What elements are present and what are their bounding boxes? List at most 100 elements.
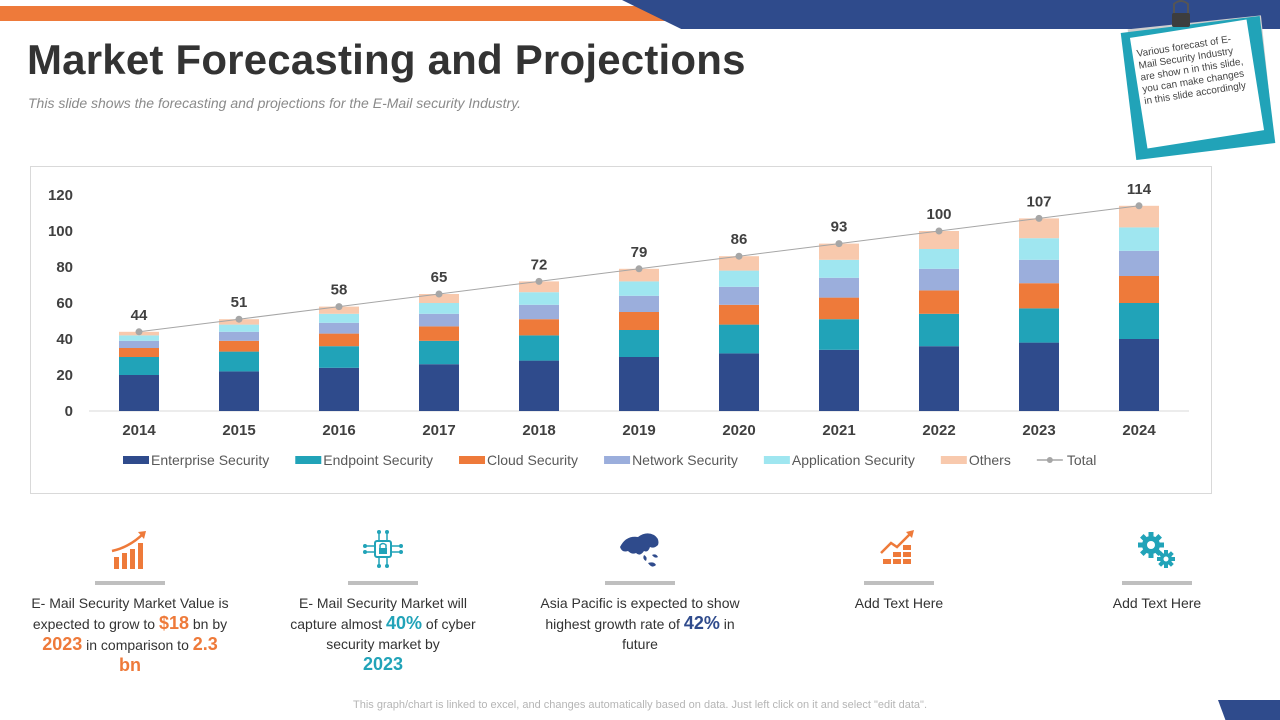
bar-segment[interactable] [919, 231, 959, 249]
info-text-placeholder-1[interactable]: Add Text Here [854, 595, 944, 611]
bar-segment[interactable] [819, 297, 859, 320]
total-point[interactable] [135, 328, 143, 336]
x-tick-label: 2020 [722, 422, 755, 439]
total-point[interactable] [1035, 214, 1043, 222]
total-data-label: 107 [1026, 193, 1051, 210]
bar-segment[interactable] [719, 304, 759, 325]
bar-segment[interactable] [919, 346, 959, 411]
legend-swatch [123, 456, 149, 464]
bar-segment[interactable] [519, 335, 559, 361]
total-point[interactable] [235, 315, 243, 323]
legend-swatch [763, 456, 790, 464]
bar-segment[interactable] [1019, 283, 1059, 309]
bar-segment[interactable] [519, 304, 559, 320]
bar-segment[interactable] [419, 303, 459, 314]
total-data-label: 79 [631, 244, 648, 261]
total-data-label: 44 [131, 307, 148, 324]
bar-segment[interactable] [1119, 205, 1159, 228]
bar-segment[interactable] [619, 281, 659, 296]
total-point[interactable] [335, 303, 343, 311]
bar-segment[interactable] [619, 295, 659, 312]
bar-segment[interactable] [319, 346, 359, 368]
bar-segment[interactable] [519, 360, 559, 411]
bar-segment[interactable] [1019, 259, 1059, 284]
bar-segment[interactable] [619, 357, 659, 411]
header-orange-band [0, 6, 680, 21]
total-point[interactable] [835, 240, 843, 248]
bar-segment[interactable] [419, 313, 459, 327]
bar-segment[interactable] [219, 331, 259, 341]
bar-segment[interactable] [419, 294, 459, 303]
total-data-label: 65 [431, 269, 448, 286]
bar-segment[interactable] [419, 326, 459, 341]
total-point[interactable] [535, 277, 543, 285]
info-text-placeholder-2[interactable]: Add Text Here [1112, 595, 1202, 611]
bar-segment[interactable] [119, 335, 159, 341]
bar-segment[interactable] [319, 367, 359, 411]
bar-segment[interactable] [1019, 218, 1059, 239]
info-3-text-part: in future [622, 616, 735, 652]
total-data-label: 72 [531, 256, 548, 273]
y-tick-label: 80 [56, 259, 73, 276]
legend-swatch-marker [1046, 457, 1053, 463]
bar-segment[interactable] [719, 270, 759, 287]
bar-segment[interactable] [219, 324, 259, 332]
bar-segment[interactable] [1019, 238, 1059, 260]
bar-segment[interactable] [1019, 308, 1059, 343]
bar-segment[interactable] [819, 319, 859, 350]
bar-segment[interactable] [319, 306, 359, 314]
bar-segment[interactable] [719, 286, 759, 305]
bar-segment[interactable] [119, 340, 159, 348]
bar-segment[interactable] [919, 268, 959, 291]
bar-segment[interactable] [419, 364, 459, 411]
total-point[interactable] [635, 265, 643, 273]
total-point[interactable] [735, 252, 743, 260]
bar-segment[interactable] [519, 319, 559, 336]
bar-segment[interactable] [1019, 342, 1059, 411]
bar-segment[interactable] [119, 357, 159, 375]
bar-segment[interactable] [119, 348, 159, 357]
bar-segment[interactable] [219, 340, 259, 352]
divider [864, 581, 934, 585]
bar-segment[interactable] [819, 259, 859, 278]
bar-segment[interactable] [319, 313, 359, 323]
bar-segment[interactable] [719, 324, 759, 354]
bar-segment[interactable] [1119, 303, 1159, 339]
bar-segment[interactable] [519, 281, 559, 293]
bar-segment[interactable] [719, 256, 759, 271]
bar-segment[interactable] [119, 375, 159, 411]
bar-segment[interactable] [519, 292, 559, 305]
bar-segment[interactable] [1119, 276, 1159, 303]
bar-segment[interactable] [619, 312, 659, 330]
bar-segment[interactable] [719, 353, 759, 411]
bar-segment[interactable] [219, 351, 259, 372]
bar-segment[interactable] [1119, 227, 1159, 251]
page-subtitle: This slide shows the forecasting and pro… [28, 95, 522, 111]
bar-segment[interactable] [219, 371, 259, 411]
bar-segment[interactable] [619, 330, 659, 357]
bar-segment[interactable] [919, 313, 959, 347]
chart-frame: 0 20 40 60 80 100 120 2014 2015 2016 2017 2018 2019 2… [30, 166, 1212, 494]
y-tick-label: 120 [48, 187, 73, 204]
bar-segment[interactable] [1119, 339, 1159, 411]
total-point[interactable] [935, 227, 943, 235]
bar-segment[interactable] [319, 322, 359, 334]
bar-segment[interactable] [1119, 250, 1159, 276]
bar-segment[interactable] [619, 268, 659, 282]
info-block-5: Add Text Here [1057, 525, 1257, 613]
total-point[interactable] [435, 290, 443, 298]
stacked-bar-chart[interactable]: 0 20 40 60 80 100 120 2014 2015 2016 2017 2018 2019 2… [31, 167, 1211, 493]
x-tick-label: 2023 [1022, 422, 1055, 439]
bar-segment[interactable] [819, 349, 859, 411]
total-point[interactable] [1135, 202, 1143, 210]
bar-segment[interactable] [819, 277, 859, 298]
bar-segment[interactable] [919, 249, 959, 269]
bar-segment[interactable] [919, 290, 959, 314]
info-1-highlight-base: 2.3 bn [119, 634, 218, 675]
bar-segment[interactable] [319, 333, 359, 347]
bar-segment[interactable] [419, 340, 459, 365]
info-1-text-part: in comparison to [82, 637, 193, 653]
bar-segment[interactable] [819, 243, 859, 260]
info-1-highlight-value: $18 [158, 613, 189, 633]
binder-clip-icon [1172, 0, 1190, 27]
